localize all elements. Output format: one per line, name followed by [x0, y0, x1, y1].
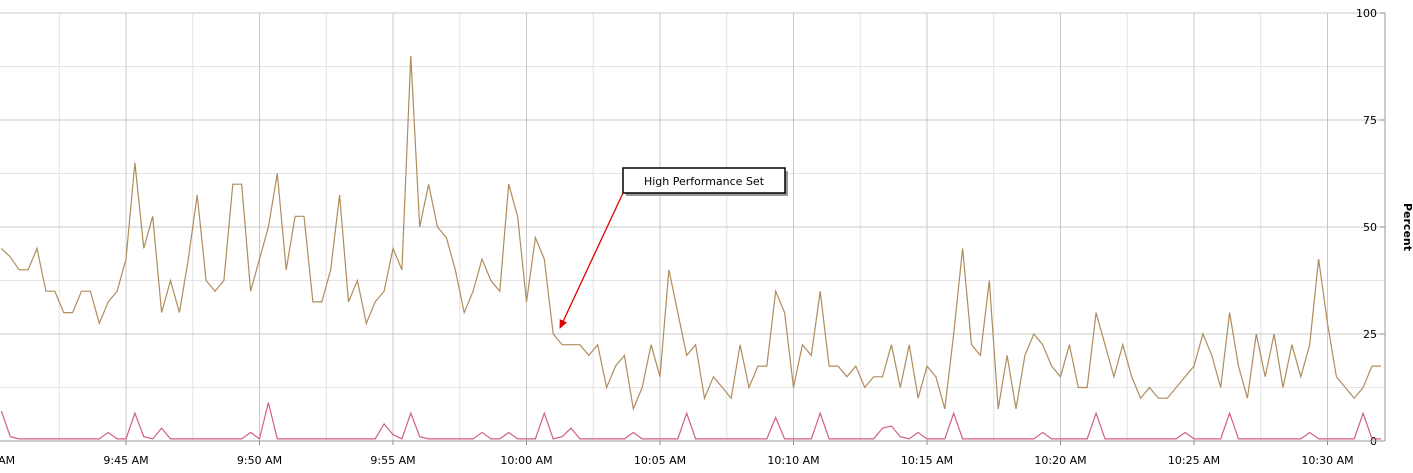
x-tick-label: 10:00 AM [500, 454, 552, 467]
y-axis-label: Percent [1401, 203, 1413, 251]
grid [0, 12, 1385, 442]
annotation-arrow [559, 192, 624, 329]
series-line [0, 55, 1381, 412]
x-tick-label: 9:45 AM [103, 454, 148, 467]
y-tick-label: 100 [1356, 7, 1377, 20]
series-line [0, 402, 1381, 440]
x-tick-label: 10:20 AM [1034, 454, 1086, 467]
annotation-box [622, 167, 786, 194]
x-tick-label: 10:10 AM [767, 454, 819, 467]
x-tick-label: 10:15 AM [901, 454, 953, 467]
x-tick-label: 10:05 AM [634, 454, 686, 467]
x-tick-label: 9:50 AM [237, 454, 282, 467]
annotation: High Performance Set [559, 167, 788, 329]
x-tick-label: 10:30 AM [1301, 454, 1353, 467]
y-tick-label: 75 [1363, 114, 1377, 127]
annotation-text: High Performance Set [644, 175, 765, 188]
x-tick-label: 9:40 AM [0, 454, 15, 467]
y-tick-label: 50 [1363, 221, 1377, 234]
y-tick-label: 25 [1363, 328, 1377, 341]
x-tick-label: 10:25 AM [1168, 454, 1220, 467]
x-tick-label: 9:55 AM [370, 454, 415, 467]
